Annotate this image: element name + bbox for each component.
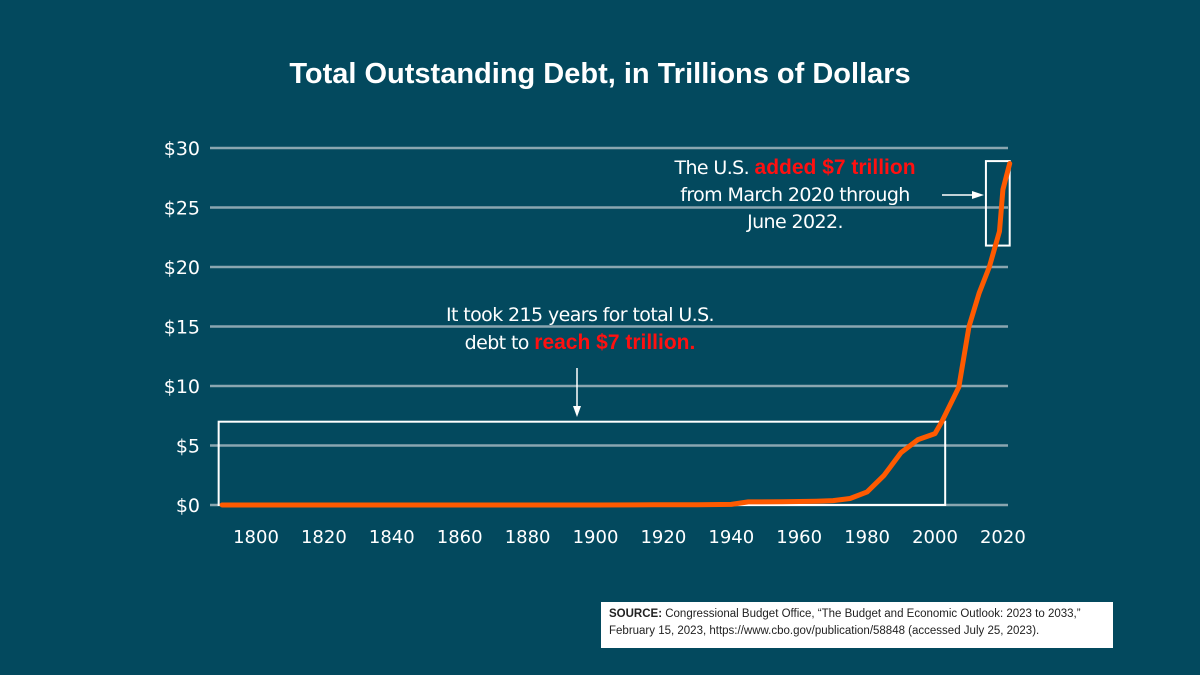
y-tick-label: $5: [176, 436, 200, 458]
y-tick-label: $20: [164, 257, 200, 279]
x-tick-label: 1820: [301, 527, 347, 548]
x-tick-label: 1860: [437, 527, 483, 548]
arrow-down-icon: [573, 406, 581, 417]
source-label: SOURCE:: [609, 608, 663, 620]
x-tick-label: 1900: [573, 527, 619, 548]
y-tick-label: $10: [164, 376, 200, 398]
x-tick-label: 1960: [776, 527, 822, 548]
x-tick-label: 1880: [505, 527, 551, 548]
y-tick-label: $25: [164, 198, 200, 220]
annotation-early: It took 215 years for total U.S. debt to…: [400, 302, 760, 357]
annotation-recent-line3: June 2022.: [747, 211, 843, 233]
x-tick-label: 2020: [980, 527, 1026, 548]
annotation-early-highlight: reach $7 trillion.: [534, 331, 696, 354]
arrow-right-icon: [972, 191, 984, 199]
x-tick-label: 1840: [369, 527, 415, 548]
y-tick-label: $15: [164, 317, 200, 339]
x-tick-label: 2000: [912, 527, 958, 548]
source-note: SOURCE: Congressional Budget Office, “Th…: [601, 602, 1113, 648]
annotation-early-line2: debt to: [464, 332, 535, 354]
x-tick-label: 1800: [233, 527, 279, 548]
annotation-recent-line2: from March 2020 through: [680, 184, 910, 206]
annotation-recent-line1: The U.S.: [674, 157, 755, 179]
y-tick-label: $30: [164, 138, 200, 160]
x-tick-label: 1940: [708, 527, 754, 548]
annotation-early-line1: It took 215 years for total U.S.: [446, 304, 715, 326]
chart-title: Total Outstanding Debt, in Trillions of …: [289, 58, 911, 90]
y-tick-label: $0: [176, 495, 200, 517]
annotation-recent-highlight: added $7 trillion: [754, 156, 916, 179]
annotation-recent: The U.S. added $7 trillion from March 20…: [640, 154, 950, 236]
x-tick-label: 1920: [640, 527, 686, 548]
source-text: Congressional Budget Office, “The Budget…: [609, 608, 1081, 637]
x-tick-label: 1980: [844, 527, 890, 548]
annotation-box-early: [217, 420, 947, 507]
